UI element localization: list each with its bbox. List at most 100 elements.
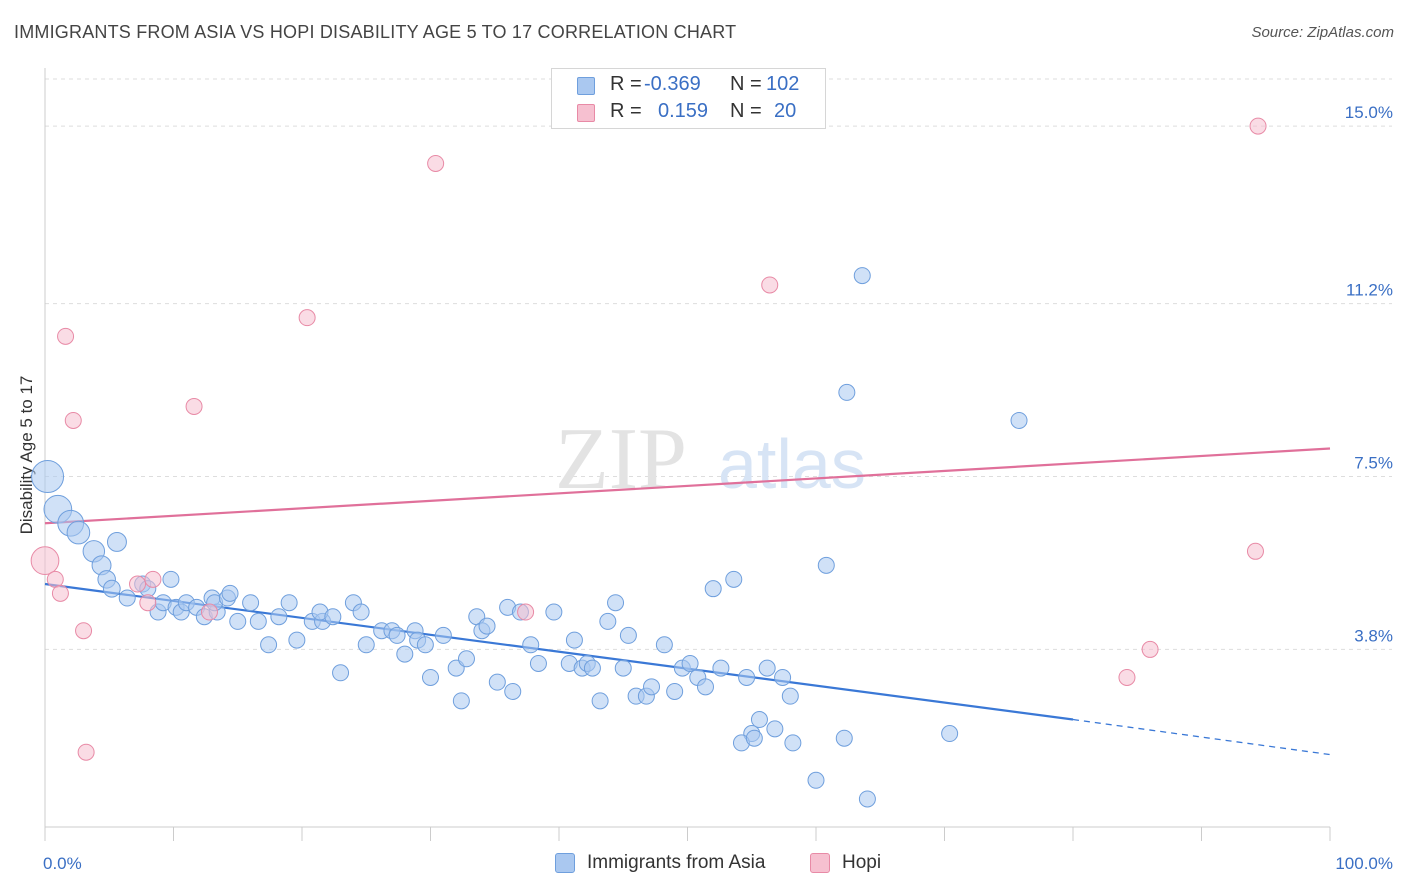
y-tick-label: 7.5% [1354, 454, 1393, 473]
legend-r-value: -0.369 [644, 73, 701, 95]
data-point-pink [57, 327, 75, 345]
data-point-blue [565, 631, 583, 649]
data-point-blue [696, 678, 714, 696]
data-point-blue [288, 631, 306, 649]
chart-title: IMMIGRANTS FROM ASIA VS HOPI DISABILITY … [14, 22, 737, 42]
data-point-pink [200, 603, 218, 621]
data-point-blue [807, 771, 825, 789]
data-point-blue [229, 612, 247, 630]
axes [44, 68, 1331, 841]
correlation-legend: R = -0.369 N = 102 R = 0.159 N = 20 [551, 68, 826, 129]
data-point-blue [434, 626, 452, 644]
data-point-blue [280, 594, 298, 612]
data-point-blue [725, 570, 743, 588]
data-point-blue [838, 383, 856, 401]
data-point-pink [427, 154, 445, 172]
legend-swatch-asia [555, 853, 575, 873]
data-point-blue [106, 531, 127, 552]
legend-label-hopi: Hopi [842, 852, 882, 873]
data-point-blue [529, 654, 547, 672]
data-point-blue [619, 626, 637, 644]
data-point-blue [583, 659, 601, 677]
data-point-pink [77, 743, 95, 761]
data-point-blue [643, 678, 661, 696]
data-point-blue [388, 626, 406, 644]
data-point-pink [298, 309, 316, 327]
trend-line-pink [44, 447, 1331, 525]
data-point-blue [396, 645, 414, 663]
data-point-blue [817, 556, 835, 574]
data-point-pink [1246, 542, 1264, 560]
legend-n-label: N = [730, 100, 762, 122]
data-point-blue [242, 594, 260, 612]
data-point-pink [51, 584, 69, 602]
data-point-pink [64, 411, 82, 429]
y-tick-label: 3.8% [1354, 626, 1393, 645]
data-point-blue [352, 603, 370, 621]
data-point-pink [139, 594, 157, 612]
data-point-pink [517, 603, 535, 621]
data-point-blue [260, 636, 278, 654]
data-point-blue [416, 636, 434, 654]
source-credit: Source: ZipAtlas.com [1251, 24, 1394, 41]
data-point-pink [30, 546, 60, 576]
data-point-blue [249, 612, 267, 630]
data-point-blue [614, 659, 632, 677]
data-point-blue [655, 636, 673, 654]
trend-lines [44, 447, 1331, 756]
data-point-blue [853, 267, 871, 285]
data-point-blue [781, 687, 799, 705]
legend-row-asia: R = -0.369 N = 102 [552, 73, 825, 99]
data-point-blue [784, 734, 802, 752]
tick-labels: 3.8% 7.5% 11.2% 15.0% 0.0% 100.0% [43, 103, 1393, 873]
data-point-blue [712, 659, 730, 677]
legend-n-label: N = [730, 73, 762, 95]
data-points [30, 117, 1267, 808]
legend-r-label: R = [610, 73, 642, 95]
data-point-blue [422, 668, 439, 686]
data-point-pink [129, 575, 147, 593]
data-point-blue [504, 682, 522, 700]
data-point-blue [607, 594, 625, 612]
data-point-blue [357, 636, 375, 654]
data-point-pink [761, 276, 779, 294]
x-tick-label: 100.0% [1335, 854, 1393, 873]
data-point-blue [835, 729, 853, 747]
data-point-pink [185, 397, 203, 415]
legend-n-value: 20 [774, 100, 797, 122]
legend-n-value: 102 [766, 73, 800, 95]
data-point-blue [1010, 411, 1028, 429]
data-point-blue [522, 636, 540, 654]
data-point-blue [704, 580, 722, 598]
data-point-blue [738, 668, 756, 686]
data-point-blue [270, 608, 288, 626]
data-point-blue [332, 664, 350, 682]
data-point-blue [324, 608, 342, 626]
data-point-blue [66, 520, 91, 545]
y-tick-label: 15.0% [1345, 103, 1393, 122]
gridlines [45, 78, 1392, 650]
data-point-blue [452, 692, 470, 710]
legend-swatch-asia [577, 77, 595, 95]
data-point-blue [118, 589, 136, 607]
data-point-blue [31, 460, 65, 494]
y-tick-label: 11.2% [1346, 281, 1393, 300]
data-point-pink [1249, 117, 1267, 135]
data-point-blue [162, 570, 180, 588]
data-point-blue [858, 790, 876, 808]
data-point-blue [102, 579, 121, 598]
data-point-blue [750, 711, 768, 729]
data-point-blue [758, 659, 776, 677]
watermark-atlas: atlas [718, 425, 866, 503]
data-point-pink [144, 570, 162, 588]
trend-line-extension-blue [1072, 718, 1331, 756]
watermark: ZIP atlas [555, 411, 866, 508]
data-point-blue [488, 673, 506, 691]
legend-r-value: 0.159 [658, 100, 709, 122]
data-point-pink [75, 622, 93, 640]
x-tick-label: 0.0% [43, 854, 82, 873]
data-point-blue [941, 725, 959, 743]
data-point-blue [766, 720, 784, 738]
legend-label-asia: Immigrants from Asia [587, 852, 766, 873]
